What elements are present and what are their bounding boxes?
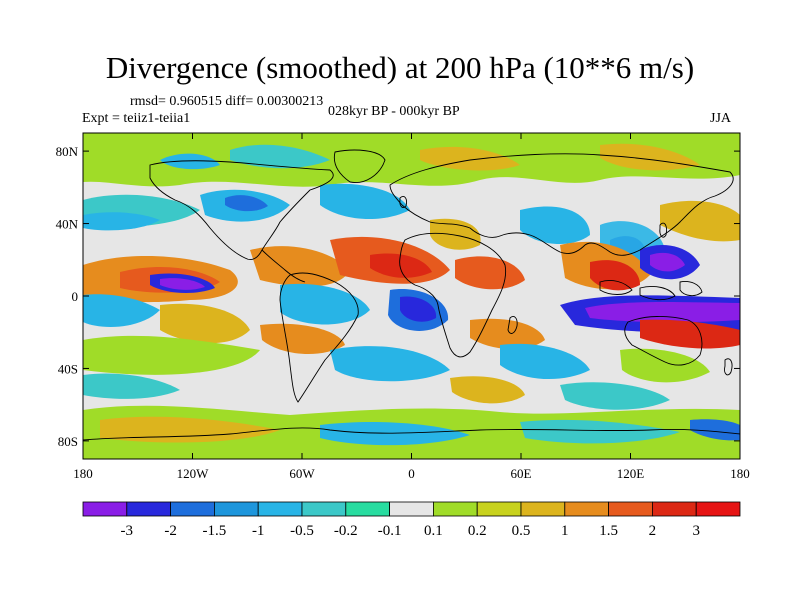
divergence-field — [83, 133, 740, 459]
colorbar-label: 0.1 — [424, 523, 443, 539]
lon-tick-label: 120E — [617, 466, 645, 481]
season-text: JJA — [710, 111, 732, 126]
colorbar-label: -1.5 — [203, 523, 227, 539]
colorbar-label: 1.5 — [599, 523, 618, 539]
lon-tick-label: 180 — [730, 466, 750, 481]
colorbar-swatch — [301, 501, 347, 517]
colorbar-swatch — [126, 501, 172, 517]
colorbar-label: 0.5 — [512, 523, 531, 539]
colorbar-label: -2 — [164, 523, 177, 539]
colorbar-swatch — [520, 501, 566, 517]
lon-tick-label: 120W — [177, 466, 210, 481]
lat-tick-label: 80N — [56, 144, 79, 159]
colorbar-swatch — [608, 501, 653, 517]
colorbar-swatch — [652, 501, 697, 517]
lon-tick-label: 60E — [511, 466, 532, 481]
lon-tick-label: 0 — [408, 466, 415, 481]
colorbar-label: 0.2 — [468, 523, 487, 539]
colorbar: -3 -2 -1.5 -1 -0.5 -0.2 -0.1 0.1 0.2 0.5 1 1.5 2 3 — [82, 501, 741, 539]
colorbar-swatch — [564, 501, 609, 517]
lon-tick-label: 60W — [289, 466, 315, 481]
experiment-text: Expt = teiiz1-teiia1 — [82, 111, 191, 126]
colorbar-swatch — [432, 501, 478, 517]
colorbar-label: 3 — [692, 523, 700, 539]
colorbar-label: -0.1 — [378, 523, 402, 539]
colorbar-swatch — [213, 501, 259, 517]
colorbar-swatch — [82, 501, 128, 517]
colorbar-swatch — [695, 501, 741, 517]
map-title: Divergence (smoothed) at 200 hPa (10**6 … — [105, 50, 695, 85]
colorbar-label: 1 — [561, 523, 569, 539]
lat-tick-label: 0 — [72, 289, 79, 304]
period-text: 028kyr BP - 000kyr BP — [328, 104, 460, 119]
colorbar-swatch — [257, 501, 303, 517]
lat-tick-label: 40N — [56, 217, 79, 232]
colorbar-label: 2 — [649, 523, 657, 539]
colorbar-swatch — [476, 501, 522, 517]
colorbar-swatch — [170, 501, 215, 517]
stats-text: rmsd= 0.960515 diff= 0.00300213 — [130, 94, 324, 109]
colorbar-label: -0.2 — [334, 523, 358, 539]
colorbar-label: -3 — [121, 523, 134, 539]
colorbar-label: -1 — [252, 523, 265, 539]
coastlines — [83, 149, 740, 441]
colorbar-swatch — [389, 501, 434, 517]
lat-tick-label: 80S — [58, 434, 78, 449]
lon-tick-label: 180 — [73, 466, 93, 481]
axis-ticks: 180 120W 60W 0 60E 120E 180 80N 40N 0 40S 80S — [56, 133, 750, 481]
colorbar-label: -0.5 — [290, 523, 314, 539]
lat-tick-label: 40S — [58, 361, 78, 376]
colorbar-swatch — [345, 501, 390, 517]
